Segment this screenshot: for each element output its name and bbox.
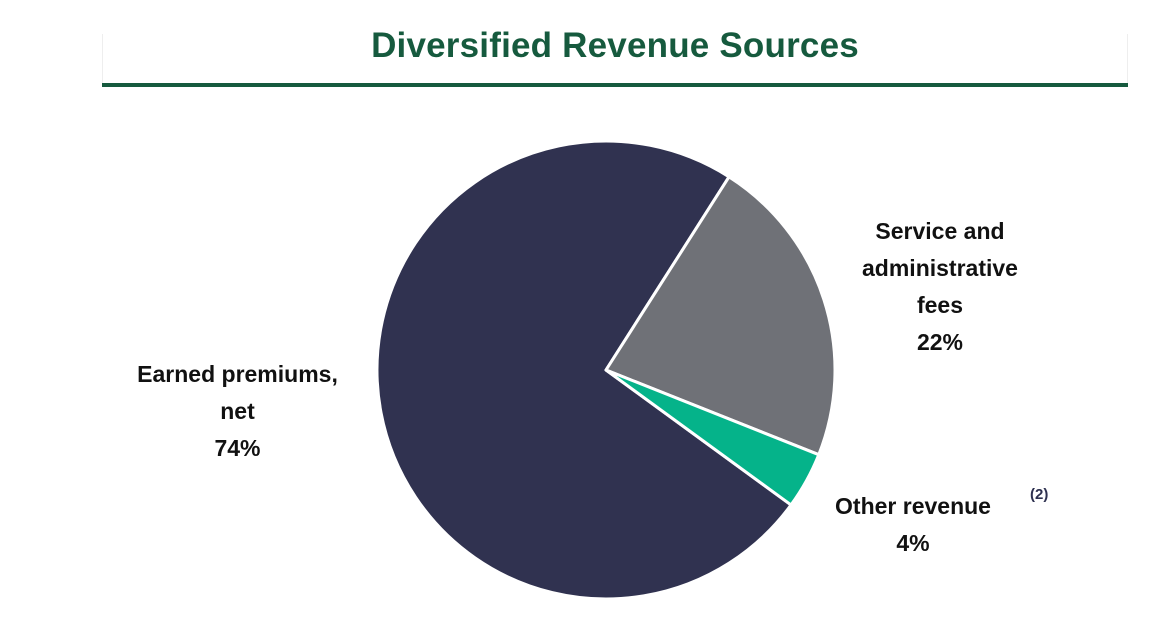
slice-label-line: net [220,398,255,424]
frame-edge-left [102,34,103,84]
frame-edge-right [1127,34,1128,84]
title-underline [102,83,1128,87]
slice-label-earned-premiums: Earned premiums, net 74% [110,356,365,467]
slice-label-line: Other revenue [835,493,991,519]
slice-label-line: administrative [862,255,1018,281]
pie-slice-other-revenue [604,368,821,507]
pie-slice-service-fees [604,175,837,457]
slice-pct-label: 22% [916,329,964,355]
slice-label-other-revenue: Other revenue 4% [808,488,1018,562]
pie-slice-earned-premiums [375,139,793,601]
slice-label-line: Earned premiums, [137,361,338,387]
slice-pct-label: 4% [896,530,930,556]
chart-title: Diversified Revenue Sources [371,26,859,65]
slice-label-service-fees: Service and administrative fees 22% [830,213,1050,361]
slice-label-line: Service and [875,218,1005,244]
slice-pct-label: 74% [214,435,261,461]
footnote-marker: (2) [1030,486,1049,503]
slice-label-line: fees [916,292,964,318]
